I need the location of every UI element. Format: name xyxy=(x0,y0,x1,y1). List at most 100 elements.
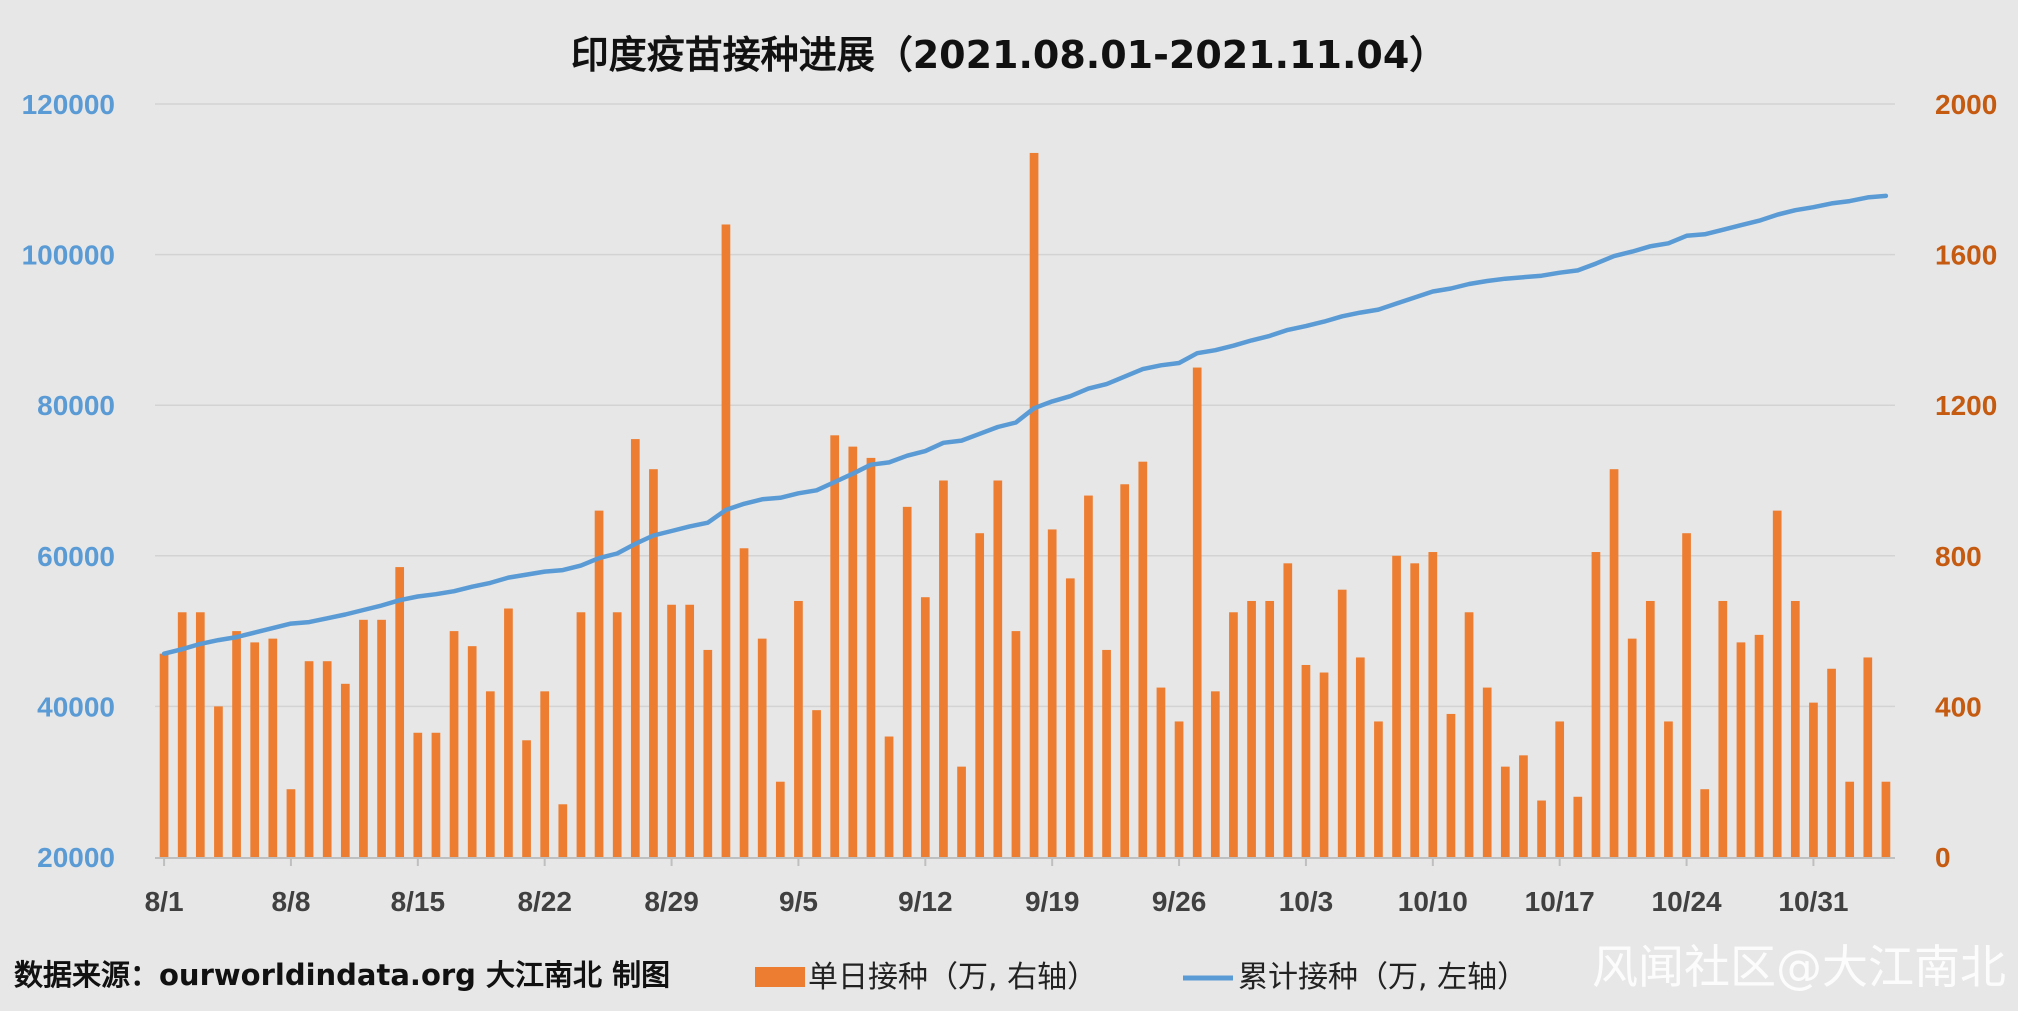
daily-vaccination-bar xyxy=(576,612,586,857)
daily-vaccination-bar xyxy=(232,631,241,857)
daily-vaccination-bar xyxy=(1736,642,1746,857)
x-axis-tick-label: 10/10 xyxy=(1398,886,1468,917)
daily-vaccination-bar xyxy=(1120,484,1130,857)
daily-vaccination-bar xyxy=(1682,533,1691,857)
x-axis-tick-label: 9/5 xyxy=(779,886,818,917)
daily-vaccination-bar xyxy=(395,567,405,857)
daily-vaccination-bar xyxy=(504,608,513,857)
daily-vaccination-bar xyxy=(1827,668,1836,857)
daily-vaccination-bar xyxy=(1174,721,1184,857)
daily-vaccination-bar xyxy=(1700,789,1710,857)
right-axis-ticks: 0 400 800 1200 1600 2000 xyxy=(1935,89,1997,873)
daily-vaccination-bar xyxy=(1084,495,1093,857)
daily-vaccination-bar xyxy=(1247,600,1256,857)
daily-vaccination-bar xyxy=(1664,721,1673,857)
daily-vaccination-bar xyxy=(1754,634,1764,857)
right-axis-tick-label: 0 xyxy=(1935,842,1951,873)
daily-vaccination-bar xyxy=(1410,563,1420,857)
left-axis-tick-label: 20000 xyxy=(37,842,115,873)
right-axis-tick-label: 800 xyxy=(1935,541,1982,572)
data-source-note: 数据来源：ourworldindata.org 大江南北 制图 xyxy=(14,958,670,992)
daily-vaccination-bar xyxy=(830,435,840,857)
daily-vaccination-bar xyxy=(703,649,713,857)
daily-vaccination-bar xyxy=(1464,612,1474,857)
daily-vaccination-bar xyxy=(467,646,477,857)
daily-vaccination-bar xyxy=(1138,461,1148,857)
x-axis-tick-label: 9/12 xyxy=(898,886,953,917)
left-axis-tick-label: 100000 xyxy=(22,240,115,271)
daily-vaccination-bar xyxy=(848,446,858,857)
daily-vaccination-bar xyxy=(1555,721,1565,857)
daily-vaccination-bar xyxy=(1337,589,1347,857)
x-axis-tick-label: 10/31 xyxy=(1778,886,1848,917)
x-axis-tick-label: 8/1 xyxy=(145,886,184,917)
daily-vaccination-bar xyxy=(1029,152,1039,857)
legend-line-label: 累计接种（万, 左轴） xyxy=(1238,960,1527,995)
cumulative-vaccination-line xyxy=(161,193,1889,656)
left-axis-tick-label: 120000 xyxy=(22,89,115,120)
daily-vaccination-bar xyxy=(1790,600,1800,857)
daily-vaccination-bar xyxy=(1446,713,1456,857)
daily-vaccination-bar xyxy=(1428,552,1438,857)
daily-vaccination-bar xyxy=(1102,649,1111,857)
daily-vaccination-bar xyxy=(794,600,803,857)
daily-vaccination-bar xyxy=(812,710,821,857)
daily-vaccination-bar xyxy=(250,642,260,857)
daily-vaccination-bar xyxy=(1319,672,1329,857)
daily-vaccination-bar xyxy=(1609,469,1619,857)
daily-vaccination-bar xyxy=(286,789,296,857)
daily-vaccination-bar xyxy=(902,506,912,857)
daily-vaccination-bar xyxy=(340,683,350,857)
daily-vaccination-bar xyxy=(1210,691,1220,857)
daily-vaccination-bar xyxy=(431,732,441,857)
daily-vaccination-bar xyxy=(775,781,785,857)
daily-vaccination-bar xyxy=(993,480,1003,857)
cumulative-line-layer xyxy=(161,193,1889,656)
daily-vaccination-bar xyxy=(413,732,423,857)
daily-vaccination-bar xyxy=(522,740,531,857)
daily-vaccination-bar xyxy=(920,597,930,857)
right-axis-tick-label: 1600 xyxy=(1935,240,1997,271)
daily-vaccination-bar xyxy=(1355,657,1365,857)
x-axis-tick-label: 10/24 xyxy=(1652,886,1722,917)
daily-vaccination-bar xyxy=(1156,687,1166,857)
daily-vaccination-bar xyxy=(649,469,658,857)
daily-vaccination-bar xyxy=(1627,638,1637,857)
daily-vaccination-bar xyxy=(1845,781,1855,857)
legend-bar-swatch xyxy=(755,967,805,987)
daily-vaccination-bar xyxy=(1229,612,1238,857)
daily-vaccination-bar xyxy=(884,736,894,857)
daily-vaccination-bar xyxy=(667,604,676,857)
daily-vaccination-bar xyxy=(594,510,604,857)
daily-vaccination-bar xyxy=(159,653,169,857)
daily-vaccination-bar xyxy=(1809,702,1818,857)
daily-vaccination-bar xyxy=(1374,721,1383,857)
daily-vaccination-bar xyxy=(195,612,205,857)
x-axis-tick-label: 10/3 xyxy=(1279,886,1334,917)
daily-vaccination-bar xyxy=(1065,578,1075,857)
left-axis-ticks: 20000 40000 60000 80000 100000 120000 xyxy=(22,89,115,873)
daily-vaccination-bar xyxy=(975,533,985,857)
chart-title: 印度疫苗接种进展（2021.08.01-2021.11.04） xyxy=(571,33,1448,77)
daily-vaccination-bar xyxy=(558,804,568,857)
x-axis-tick-label: 8/15 xyxy=(391,886,446,917)
daily-bars xyxy=(159,152,1891,858)
daily-vaccination-bar xyxy=(268,638,278,857)
daily-vaccination-bar xyxy=(540,691,550,857)
left-axis-tick-label: 40000 xyxy=(37,691,115,722)
legend: 单日接种（万, 右轴） 累计接种（万, 左轴） xyxy=(755,960,1527,995)
daily-vaccination-bar xyxy=(1482,687,1492,857)
watermark: 风闻社区@大江南北 xyxy=(1592,940,2006,994)
daily-vaccination-bar xyxy=(1392,555,1401,857)
gridlines xyxy=(155,103,1895,708)
daily-vaccination-bar xyxy=(377,619,386,857)
daily-vaccination-bar xyxy=(1772,510,1782,857)
daily-vaccination-bar xyxy=(1301,664,1311,857)
daily-vaccination-bar xyxy=(1047,529,1057,857)
daily-vaccination-bar xyxy=(721,224,731,858)
right-axis-tick-label: 400 xyxy=(1935,691,1982,722)
daily-vaccination-bar xyxy=(1283,563,1293,857)
x-axis-tick-label: 9/19 xyxy=(1025,886,1080,917)
daily-vaccination-bar xyxy=(757,638,767,857)
